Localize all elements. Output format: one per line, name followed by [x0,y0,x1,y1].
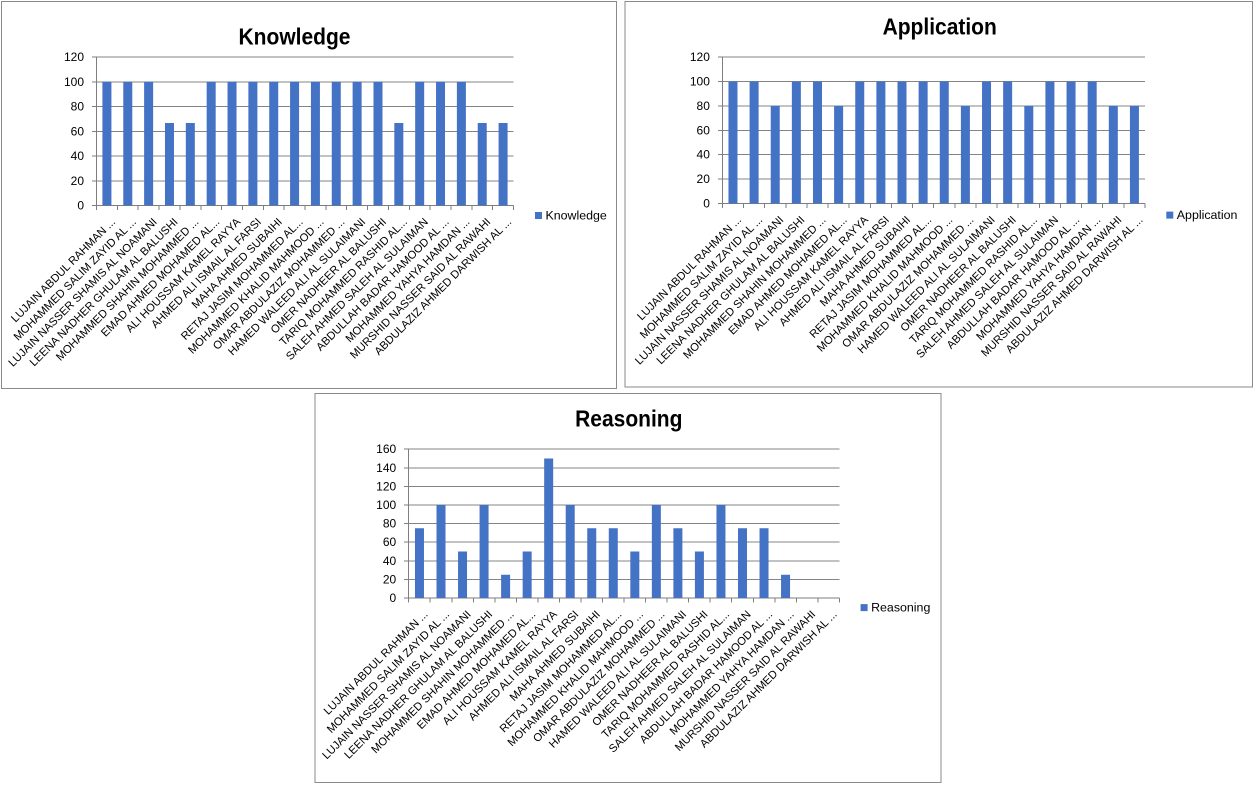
svg-text:100: 100 [376,498,396,512]
svg-text:60: 60 [71,124,85,138]
svg-text:140: 140 [376,461,396,475]
svg-text:20: 20 [383,572,397,586]
svg-text:80: 80 [697,99,711,113]
svg-text:160: 160 [376,442,396,456]
svg-text:100: 100 [64,75,84,89]
svg-text:Reasoning: Reasoning [871,601,930,615]
svg-text:0: 0 [77,199,84,213]
svg-text:Knowledge: Knowledge [546,209,607,223]
svg-text:80: 80 [71,100,85,114]
svg-text:Application: Application [883,14,997,40]
svg-text:120: 120 [64,50,84,64]
svg-text:40: 40 [383,554,397,568]
svg-text:100: 100 [690,75,710,89]
svg-text:0: 0 [390,591,397,605]
svg-text:80: 80 [383,517,397,531]
svg-text:Knowledge: Knowledge [239,24,351,50]
svg-text:20: 20 [697,172,711,186]
svg-text:40: 40 [71,149,85,163]
svg-text:20: 20 [71,174,85,188]
svg-text:40: 40 [697,148,711,162]
svg-text:Application: Application [1177,208,1238,222]
svg-text:Reasoning: Reasoning [575,405,682,431]
svg-text:60: 60 [697,123,711,137]
svg-text:0: 0 [703,197,710,211]
svg-text:120: 120 [376,479,396,493]
svg-text:120: 120 [690,50,710,64]
svg-text:60: 60 [383,535,397,549]
